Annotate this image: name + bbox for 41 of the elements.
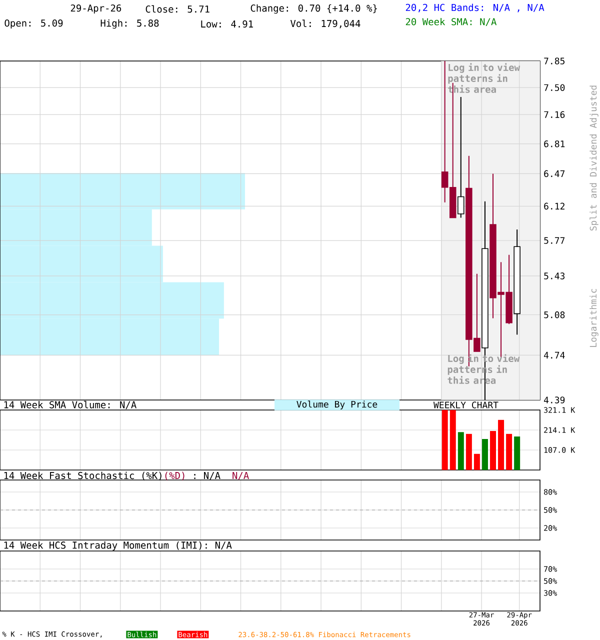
y-tick-label: 5.77 xyxy=(544,237,565,244)
annotation: (%D) xyxy=(165,472,184,480)
text: Vol: 179,044 xyxy=(290,20,360,28)
bar xyxy=(450,410,456,470)
y-tick-label: 6.47 xyxy=(544,170,565,178)
text: Close: 5.71 xyxy=(146,5,210,13)
text: Split and Dividend Adjusted xyxy=(590,86,598,231)
text: Volume By Price xyxy=(296,400,378,410)
text: Change: 0.70 {+14.0 %} xyxy=(250,4,377,14)
bar xyxy=(466,434,472,470)
y-tick-label: 5.08 xyxy=(544,311,565,318)
y-tick-label: 7.50 xyxy=(544,84,565,92)
bar xyxy=(490,430,496,470)
y-tick-label: 6.81 xyxy=(544,140,565,148)
y-tick-label: 5.43 xyxy=(544,272,565,280)
text: WEEKLY CHART xyxy=(433,402,498,408)
bar xyxy=(506,434,512,470)
chart-title: 14 Week HCS Intraday Momentum (IMI): N/A xyxy=(4,541,232,551)
text: : N/A xyxy=(194,472,220,480)
candlestick xyxy=(458,96,464,218)
chart-title: 14 Week Fast Stochastic (%K) xyxy=(4,472,162,480)
y-tick-label: 7.85 xyxy=(544,58,564,64)
bar xyxy=(442,410,448,470)
text: Open: 5.09 xyxy=(4,19,63,29)
text: N/A xyxy=(232,472,249,480)
text: 20 Week SMA: N/A xyxy=(406,18,497,26)
bar xyxy=(498,420,504,470)
y-tick-label: 6.12 xyxy=(544,202,564,210)
text: 20,2 HC Bands: N/A , N/A xyxy=(406,4,544,12)
y-tick-label: 4.74 xyxy=(544,352,565,358)
bar xyxy=(474,454,480,470)
text: Low: 4.91 xyxy=(201,20,253,28)
bar xyxy=(514,436,520,470)
chart-title: 14 Week SMA Volume: N/A xyxy=(4,400,136,410)
y-tick-label: 4.39 xyxy=(544,396,565,404)
y-tick-label: 7.16 xyxy=(544,111,565,118)
bar xyxy=(482,438,488,470)
text: High: 5.88 xyxy=(100,19,159,29)
text: 29-Apr-26 xyxy=(70,4,122,14)
bar xyxy=(458,432,464,470)
text: Logarithmic xyxy=(590,288,598,347)
